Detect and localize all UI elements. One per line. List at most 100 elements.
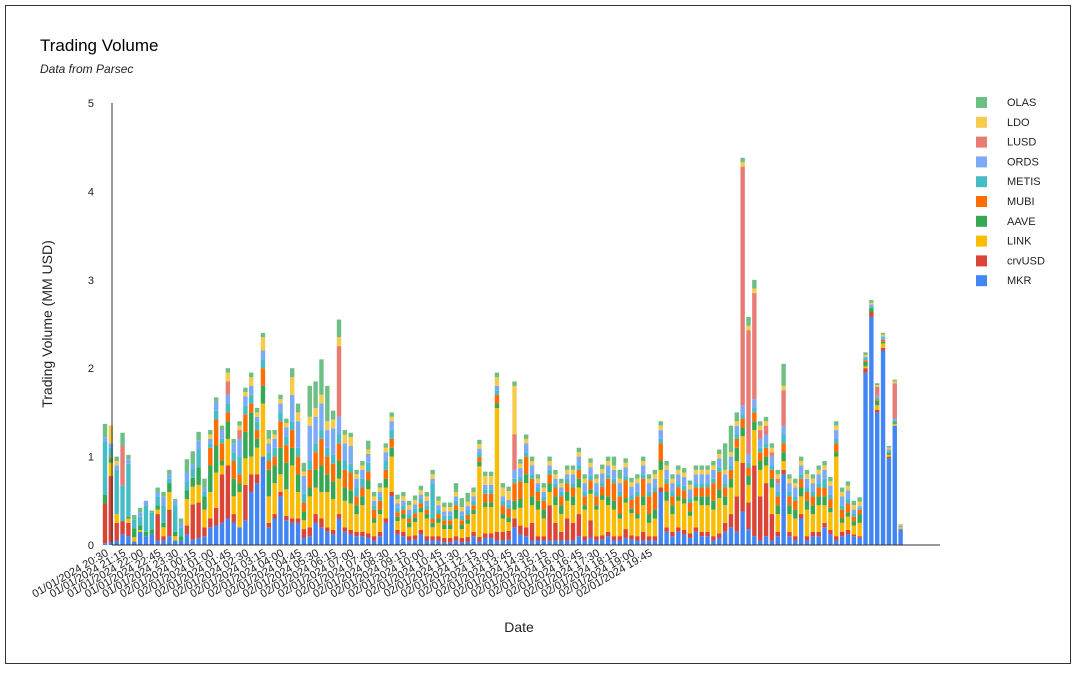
bar-segment-crvusd <box>623 529 628 538</box>
bar-segment-crvusd <box>524 527 529 537</box>
bar-segment-olas <box>845 481 851 486</box>
bar-segment-mubi <box>284 445 289 463</box>
stacked-bar <box>869 300 874 545</box>
bar-segment-aave <box>231 478 236 497</box>
bar-segment-ldo <box>389 416 394 422</box>
stacked-bar <box>360 461 365 545</box>
bar-segment-aave <box>717 489 722 499</box>
chart-frame <box>5 5 1071 664</box>
bar-segment-ords <box>717 458 722 468</box>
bar-segment-mkr <box>219 522 225 545</box>
bar-segment-crvusd <box>600 535 605 540</box>
bar-segment-ldo <box>272 434 277 439</box>
bar-segment-olas <box>717 449 722 454</box>
bar-segment-ldo <box>266 438 271 444</box>
bar-segment-mkr <box>173 540 178 545</box>
x-axis-title: Date <box>504 619 534 635</box>
bar-segment-olas <box>769 443 775 448</box>
bar-segment-metis <box>681 485 687 491</box>
legend: OLAS LDO LUSD ORDS METIS MUBI AAVE LINK crvUSD MK… <box>976 97 1045 287</box>
bar-segment-metis <box>377 496 383 501</box>
bar-segment-aave <box>132 528 137 538</box>
bar-segment-olas <box>266 430 271 439</box>
bar-segment-mubi <box>804 491 810 501</box>
bar-segment-aave <box>436 518 441 523</box>
bar-segment-ldo <box>629 482 634 487</box>
bar-segment-olas <box>249 372 254 378</box>
bar-segment-aave <box>254 438 260 448</box>
bar-segment-mkr <box>307 536 312 545</box>
bar-segment-olas <box>494 372 500 378</box>
bar-segment-crvusd <box>699 531 704 537</box>
y-tick-label: 3 <box>88 275 94 287</box>
bar-segment-aave <box>366 480 371 490</box>
bar-segment-aave <box>506 517 511 523</box>
bar-segment-olas <box>828 476 833 482</box>
bar-segment-ldo <box>623 462 628 468</box>
chart-title: Trading Volume <box>40 36 159 55</box>
bar-segment-mkr <box>330 534 336 545</box>
bar-segment-metis <box>488 489 494 494</box>
bar-segment-crvusd <box>483 533 488 538</box>
bar-segment-olas <box>488 471 494 477</box>
bar-segment-aave <box>290 447 295 466</box>
bar-segment-aave <box>360 496 365 506</box>
bar-segment-olas <box>658 421 663 426</box>
bar-segment-link <box>330 499 336 530</box>
bar-segment-mkr <box>781 474 786 545</box>
bar-segment-mubi <box>699 487 704 497</box>
bar-segment-ords <box>512 469 517 479</box>
bar-segment-mkr <box>804 540 810 545</box>
bar-segment-ldo <box>278 399 283 404</box>
bar-segment-olas <box>605 456 611 462</box>
bar-segment-ords <box>290 394 295 422</box>
bar-segment-mkr <box>658 491 663 545</box>
bar-segment-link <box>313 487 318 515</box>
bar-segment-link <box>594 509 599 537</box>
bar-segment-ords <box>524 443 529 453</box>
bar-segment-metis <box>149 512 154 530</box>
bar-segment-mkr <box>570 540 576 545</box>
bar-segment-ldo <box>559 483 564 488</box>
bar-segment-ords <box>541 491 546 497</box>
bar-segment-ords <box>886 449 892 452</box>
bar-segment-mubi <box>705 487 710 497</box>
bar-segment-link <box>839 522 845 532</box>
bar-segment-olas <box>395 494 400 500</box>
bar-segment-crvusd <box>687 533 693 538</box>
stacked-bar <box>875 383 880 545</box>
bar-segment-crvusd <box>635 536 640 541</box>
bar-segment-aave <box>845 512 851 517</box>
bar-segment-ords <box>266 443 271 453</box>
bar-segment-olas <box>430 469 435 475</box>
bar-segment-mubi <box>208 447 213 466</box>
bar-segment-mubi <box>389 438 394 448</box>
bar-segment-mubi <box>231 461 236 479</box>
bar-segment-metis <box>412 508 418 514</box>
bar-segment-metis <box>611 478 617 484</box>
bar-segment-mkr <box>155 540 160 545</box>
bar-segment-mkr <box>442 542 447 545</box>
bar-segment-ldo <box>758 425 763 431</box>
bar-segment-aave <box>623 498 628 503</box>
bar-segment-ldo <box>307 416 312 426</box>
bar-segment-ords <box>407 509 412 515</box>
bar-segment-lusd <box>746 330 751 454</box>
bar-segment-mubi <box>535 491 541 501</box>
bar-segment-crvusd <box>559 531 564 541</box>
bar-segment-mubi <box>822 487 827 497</box>
bar-segment-ords <box>582 483 587 492</box>
bar-segment-ldo <box>348 437 353 446</box>
bar-segment-ldo <box>863 354 868 357</box>
bar-segment-ords <box>506 499 511 505</box>
bar-segment-mkr <box>266 527 271 545</box>
bar-segment-ords <box>681 476 687 486</box>
bar-segment-mkr <box>892 425 897 545</box>
bar-segment-ords <box>102 437 108 442</box>
bar-segment-olas <box>366 440 371 450</box>
bar-segment-ldo <box>342 434 348 444</box>
legend-swatch <box>976 116 987 128</box>
bar-segment-link <box>459 529 465 538</box>
bar-segment-metis <box>190 468 195 478</box>
bar-segment-ords <box>822 469 827 479</box>
